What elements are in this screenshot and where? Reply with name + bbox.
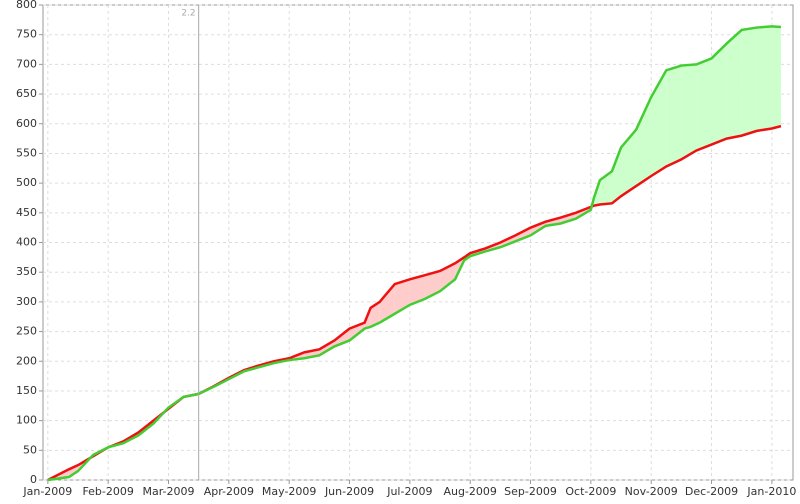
y-tick-label: 800 <box>16 0 37 11</box>
x-tick-label: Feb-2009 <box>82 485 133 498</box>
x-tick-label: Oct-2009 <box>565 485 616 498</box>
y-tick-label: 350 <box>16 265 37 278</box>
x-tick-label: Dec-2009 <box>685 485 738 498</box>
y-tick-label: 650 <box>16 87 37 100</box>
difference-fill <box>611 147 622 204</box>
x-tick-label: Aug-2009 <box>443 485 496 498</box>
difference-fill <box>379 284 395 323</box>
x-tick-label: Mar-2009 <box>142 485 194 498</box>
difference-fill <box>515 227 531 242</box>
x-tick-label: Jan-2009 <box>22 485 72 498</box>
difference-fill <box>771 26 781 129</box>
difference-fill <box>696 58 712 151</box>
x-tick-label: Jul-2009 <box>386 485 432 498</box>
marker-label: 2.2 <box>181 9 195 19</box>
difference-fill <box>741 27 757 136</box>
y-tick-label: 750 <box>16 28 37 41</box>
y-tick-label: 250 <box>16 325 37 338</box>
y-tick-label: 150 <box>16 384 37 397</box>
y-tick-label: 200 <box>16 354 37 367</box>
y-tick-label: 0 <box>30 473 37 486</box>
y-tick-label: 400 <box>16 236 37 249</box>
x-tick-label: Apr-2009 <box>204 485 254 498</box>
difference-fill <box>560 212 576 224</box>
y-tick-label: 50 <box>23 443 37 456</box>
y-tick-label: 450 <box>16 206 37 219</box>
difference-fill <box>756 26 772 131</box>
y-tick-label: 550 <box>16 146 37 159</box>
difference-fill <box>636 97 652 187</box>
difference-fill <box>319 340 335 356</box>
series-line <box>47 25 782 482</box>
x-tick-label: May-2009 <box>262 485 317 498</box>
difference-fill <box>681 64 697 160</box>
difference-fill <box>394 279 410 314</box>
x-tick-label: Sep-2009 <box>504 485 557 498</box>
difference-fill <box>370 301 380 327</box>
y-tick-label: 700 <box>16 57 37 70</box>
y-tick-label: 100 <box>16 414 37 427</box>
y-tick-label: 500 <box>16 176 37 189</box>
y-tick-label: 300 <box>16 295 37 308</box>
difference-fill <box>599 171 612 205</box>
difference-fill <box>666 65 682 167</box>
x-tick-label: Jun-2009 <box>324 485 374 498</box>
x-tick-label: Jan-2010 <box>746 485 796 498</box>
difference-fill <box>621 129 637 197</box>
difference-fill <box>726 29 742 139</box>
difference-fill <box>651 70 667 176</box>
y-tick-label: 600 <box>16 117 37 130</box>
difference-fill <box>711 43 727 145</box>
x-tick-label: Nov-2009 <box>625 485 678 498</box>
difference-fill <box>409 275 425 305</box>
